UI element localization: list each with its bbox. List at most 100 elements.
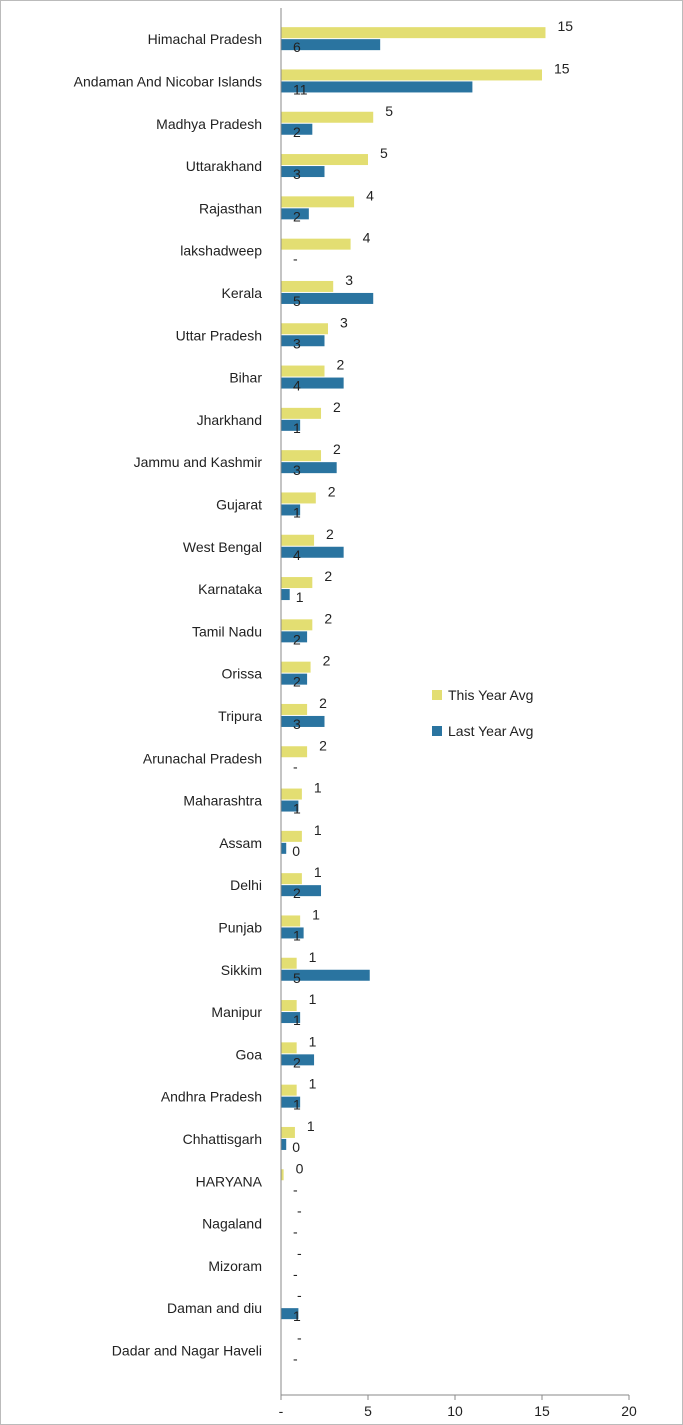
data-label-last-year: 1 (293, 504, 301, 520)
category-label: Punjab (218, 919, 262, 935)
bar-this-year (281, 1169, 284, 1181)
bar-this-year (281, 323, 328, 335)
data-label-last-year: 6 (293, 39, 301, 55)
bar-this-year (281, 1126, 295, 1138)
data-label-this-year: 5 (380, 145, 388, 161)
data-label-this-year: 1 (309, 1033, 317, 1049)
bar-this-year (281, 1000, 297, 1012)
bar-this-year (281, 365, 325, 377)
bar-this-year (281, 492, 316, 504)
bar-last-year (281, 81, 473, 93)
data-label-this-year: 4 (363, 230, 371, 246)
data-label-last-year: 2 (293, 1054, 301, 1070)
bar-this-year (281, 619, 313, 631)
bar-last-year (281, 335, 325, 347)
category-label: Andaman And Nicobar Islands (74, 73, 262, 89)
data-label-last-year: 2 (293, 631, 301, 647)
bar-last-year (281, 673, 308, 685)
data-label-this-year: - (297, 1245, 302, 1261)
data-label-last-year: 3 (293, 462, 301, 478)
data-label-last-year: 3 (293, 335, 301, 351)
bar-last-year (281, 1054, 315, 1066)
bar-this-year (281, 27, 546, 39)
bar-last-year (281, 123, 313, 135)
category-label: Orissa (222, 666, 263, 682)
bar-this-year (281, 915, 301, 927)
category-label: Karnataka (198, 581, 262, 597)
data-label-last-year: 3 (293, 716, 301, 732)
data-label-this-year: 4 (366, 187, 374, 203)
data-label-this-year: 2 (337, 357, 345, 373)
data-label-this-year: 15 (554, 60, 570, 76)
bar-this-year (281, 450, 322, 462)
bar-last-year (281, 969, 370, 981)
data-label-last-year: - (293, 1266, 298, 1282)
category-label: lakshadweep (180, 243, 262, 259)
bar-last-year (281, 885, 322, 897)
data-label-last-year: 1 (296, 589, 304, 605)
data-label-last-year: 4 (293, 547, 301, 563)
category-label: Himachal Pradesh (148, 31, 262, 47)
data-label-this-year: 1 (309, 991, 317, 1007)
data-label-this-year: - (297, 1203, 302, 1219)
bar-last-year (281, 546, 344, 558)
category-label: Sikkim (221, 962, 262, 978)
category-label: Arunachal Pradesh (143, 750, 262, 766)
data-label-this-year: 2 (328, 483, 336, 499)
legend-label-last-year: Last Year Avg (448, 723, 533, 739)
bar-this-year (281, 577, 313, 589)
data-label-this-year: - (297, 1287, 302, 1303)
category-label: Manipur (211, 1004, 262, 1020)
bar-this-year (281, 280, 334, 292)
category-label: Daman and diu (167, 1300, 262, 1316)
bar-this-year (281, 873, 302, 885)
data-label-this-year: 5 (385, 103, 393, 119)
data-label-last-year: 5 (293, 970, 301, 986)
data-label-this-year: 2 (326, 526, 334, 542)
data-label-last-year: 1 (293, 420, 301, 436)
data-label-this-year: 1 (309, 949, 317, 965)
data-label-this-year: 2 (324, 610, 332, 626)
bar-this-year (281, 830, 302, 842)
bar-last-year (281, 800, 299, 812)
x-tick-label: - (279, 1403, 284, 1419)
bar-this-year (281, 1084, 297, 1096)
data-label-this-year: 0 (296, 1160, 304, 1176)
category-label: Kerala (222, 285, 263, 301)
category-label: Tamil Nadu (192, 623, 262, 639)
data-label-last-year: 0 (292, 843, 300, 859)
category-label: Jammu and Kashmir (134, 454, 263, 470)
bar-last-year (281, 1096, 301, 1108)
bar-this-year (281, 703, 308, 715)
data-label-this-year: - (297, 1329, 302, 1345)
bar-last-year (281, 166, 325, 178)
bar-this-year (281, 238, 351, 250)
category-label: Mizoram (208, 1258, 262, 1274)
legend-swatch-last-year (432, 726, 442, 736)
bar-last-year (281, 1138, 287, 1150)
data-label-last-year: 1 (293, 1308, 301, 1324)
data-label-this-year: 1 (312, 906, 320, 922)
data-label-last-year: 1 (293, 1012, 301, 1028)
data-label-last-year: 4 (293, 378, 301, 394)
category-label: Madhya Pradesh (156, 116, 262, 132)
data-label-this-year: 1 (314, 780, 322, 796)
bar-last-year (281, 462, 337, 474)
data-label-last-year: 5 (293, 293, 301, 309)
bar-last-year (281, 292, 374, 304)
data-label-last-year: 2 (293, 124, 301, 140)
bar-last-year (281, 39, 381, 51)
category-label: Uttar Pradesh (176, 327, 262, 343)
data-label-last-year: 2 (293, 208, 301, 224)
data-label-last-year: 11 (293, 81, 308, 97)
data-label-last-year: 1 (293, 801, 301, 817)
x-tick-label: 15 (534, 1403, 550, 1419)
category-label: Uttarakhand (186, 158, 262, 174)
bar-last-year (281, 419, 301, 431)
data-label-last-year: 1 (293, 927, 301, 943)
category-label: Tripura (218, 708, 262, 724)
bar-last-year (281, 504, 301, 516)
